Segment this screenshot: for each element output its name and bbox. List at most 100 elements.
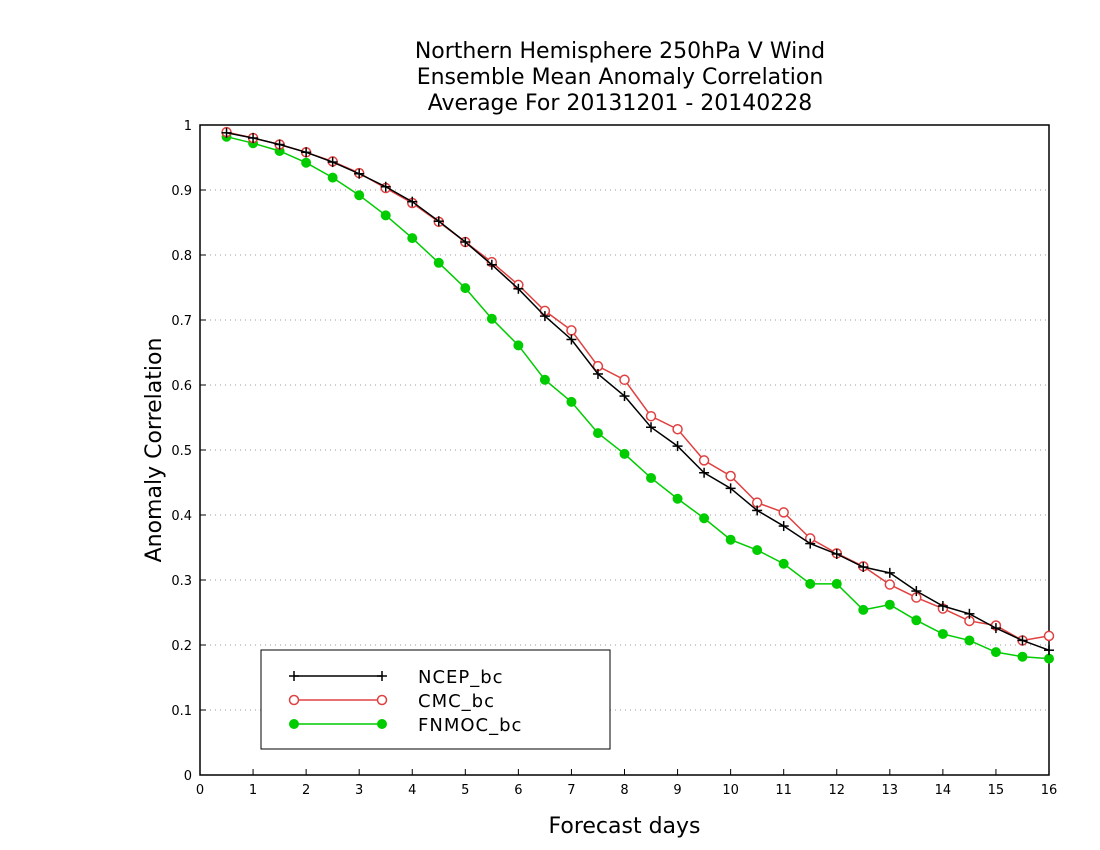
series-cmc-bc [221,126,1055,646]
data-point-cmc-bc [566,325,577,336]
data-point-fnmoc-bc [433,257,444,268]
legend-marker [289,719,299,729]
data-point-fnmoc-bc [884,599,895,610]
series-line-cmc-bc [226,131,1050,642]
data-point-ncep-bc [566,334,577,345]
data-point-fnmoc-bc [354,190,365,201]
data-point-fnmoc-bc [301,157,312,168]
data-point-fnmoc-bc [699,513,710,524]
data-point-ncep-bc [831,549,842,559]
data-point-ncep-bc [327,157,338,168]
data-point-ncep-bc [646,422,657,433]
legend-entry-ncep-bc: NCEP_bc [289,667,504,688]
x-tick-label: 16 [1041,783,1058,798]
data-point-fnmoc-bc [1017,651,1028,662]
data-point-fnmoc-bc [592,428,603,439]
data-point-fnmoc-bc [805,578,816,589]
data-point-ncep-bc [884,567,895,578]
x-tick-label: 15 [988,783,1005,798]
data-point-fnmoc-bc [725,534,736,545]
data-point-ncep-bc [990,623,1001,634]
legend-marker [376,694,388,706]
legend-marker [377,719,387,729]
data-point-ncep-bc [513,283,524,294]
y-tick-label: 0.8 [171,249,192,264]
legend-entry-fnmoc-bc: FNMOC_bc [289,715,522,736]
legend: NCEP_bc CMC_bc FNMOC_bc [260,649,611,750]
x-tick-label: 7 [567,783,575,798]
data-point-fnmoc-bc [327,172,338,183]
data-point-ncep-bc [221,127,232,138]
legend-label: NCEP_bc [418,667,504,688]
data-point-ncep-bc [699,467,710,478]
data-point-cmc-bc [619,374,630,386]
data-point-cmc-bc [725,470,736,482]
chart-title: Northern Hemisphere 250hPa V WindEnsembl… [415,39,825,116]
data-point-fnmoc-bc [964,635,975,646]
x-tick-label: 4 [408,783,416,798]
x-tick-label: 9 [673,783,681,798]
data-point-fnmoc-bc [619,448,630,459]
y-tick-label: 0.2 [171,639,192,654]
data-point-ncep-bc [433,216,444,227]
data-point-ncep-bc [1017,635,1028,646]
data-point-fnmoc-bc [990,647,1001,658]
data-point-ncep-bc [619,391,630,402]
x-tick-label: 0 [196,783,204,798]
data-point-ncep-bc [964,608,975,619]
data-point-fnmoc-bc [778,558,789,569]
chart-title-line-3: Average For 20131201 - 20140228 [428,91,813,116]
x-tick-label: 3 [355,783,363,798]
data-point-fnmoc-bc [937,628,948,639]
data-point-ncep-bc [301,147,312,158]
legend-marker [377,671,387,681]
y-tick-label: 0.7 [171,314,192,329]
data-point-fnmoc-bc [911,615,922,626]
legend-marker [289,671,299,681]
data-point-ncep-bc [354,168,365,179]
data-point-ncep-bc [380,181,391,192]
x-tick-label: 14 [935,783,952,798]
x-tick-label: 12 [828,783,845,798]
chart-title-line-1: Northern Hemisphere 250hPa V Wind [415,39,825,64]
data-point-fnmoc-bc [407,233,418,244]
x-tick-label: 5 [461,783,469,798]
data-point-cmc-bc [645,410,657,422]
x-tick-label: 2 [302,783,310,798]
x-tick-label: 1 [249,783,257,798]
data-point-ncep-bc [539,311,550,322]
y-axis-label: Anomaly Correlation [142,338,167,563]
data-point-ncep-bc [248,133,259,143]
x-tick-label: 8 [620,783,628,798]
series-ncep-bc [221,127,1054,656]
data-point-fnmoc-bc [380,210,391,221]
legend-label: FNMOC_bc [418,715,522,736]
legend-marker [288,694,300,706]
data-point-ncep-bc [1044,645,1054,656]
data-point-cmc-bc [1043,630,1055,642]
data-point-ncep-bc [858,562,869,572]
data-point-ncep-bc [274,139,285,150]
legend-entry-cmc-bc: CMC_bc [288,691,494,712]
x-tick-label: 6 [514,783,522,798]
y-tick-label: 1 [184,119,192,134]
data-point-fnmoc-bc [1044,653,1054,664]
data-point-ncep-bc [407,196,418,207]
x-tick-label: 10 [722,783,739,798]
data-point-ncep-bc [460,237,471,247]
data-point-cmc-bc [672,423,683,435]
series-layer [221,126,1055,664]
x-tick-label: 11 [775,783,792,798]
data-point-cmc-bc [698,455,710,466]
data-point-fnmoc-bc [486,313,497,324]
data-point-fnmoc-bc [858,604,869,615]
data-point-fnmoc-bc [672,493,683,504]
y-tick-label: 0.1 [171,704,192,719]
y-tick-label: 0.9 [171,184,192,199]
data-point-fnmoc-bc [513,340,524,351]
y-tick-label: 0.3 [171,574,192,589]
data-point-ncep-bc [592,368,603,379]
data-point-ncep-bc [725,483,736,494]
series-line-fnmoc-bc [226,135,1050,660]
